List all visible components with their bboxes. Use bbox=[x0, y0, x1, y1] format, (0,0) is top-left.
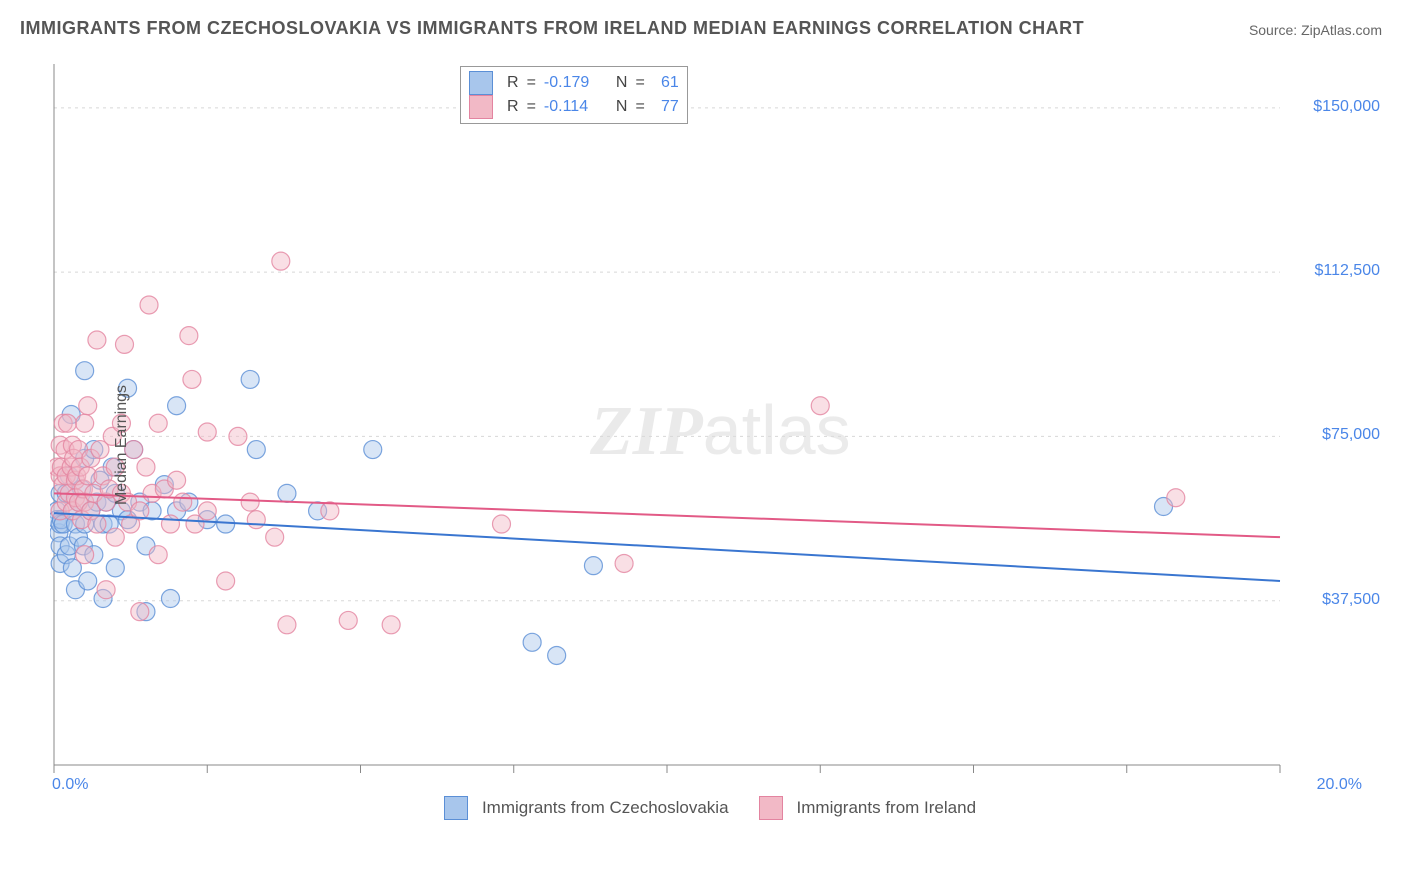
stats-R-value-0: -0.179 bbox=[544, 74, 608, 92]
x-tick-left: 0.0% bbox=[52, 776, 88, 794]
swatch-series-0-icon bbox=[444, 796, 468, 820]
chart-title: IMMIGRANTS FROM CZECHOSLOVAKIA VS IMMIGR… bbox=[20, 18, 1084, 39]
x-tick-right: 20.0% bbox=[1317, 776, 1362, 794]
legend-item-1: Immigrants from Ireland bbox=[759, 796, 977, 820]
source-attribution: Source: ZipAtlas.com bbox=[1249, 22, 1382, 38]
y-tick-label: $112,500 bbox=[1314, 262, 1380, 280]
stats-R-label: R bbox=[507, 74, 519, 92]
y-tick-label: $75,000 bbox=[1322, 426, 1380, 444]
stats-R-label: R bbox=[507, 98, 519, 116]
y-axis-label: Median Earnings bbox=[113, 385, 131, 505]
stats-eq: = bbox=[635, 74, 644, 92]
series-legend: Immigrants from Czechoslovakia Immigrant… bbox=[50, 796, 1370, 820]
legend-label-1: Immigrants from Ireland bbox=[797, 798, 977, 818]
stats-row-0: R = -0.179 N = 61 bbox=[469, 71, 679, 95]
swatch-series-1 bbox=[469, 95, 493, 119]
stats-eq: = bbox=[527, 98, 536, 116]
chart-area: Median Earnings ZIPatlas R = -0.179 N = … bbox=[50, 60, 1370, 830]
y-tick-label: $150,000 bbox=[1313, 98, 1380, 116]
swatch-series-0 bbox=[469, 71, 493, 95]
stats-N-value-1: 77 bbox=[653, 98, 679, 116]
stats-legend: R = -0.179 N = 61 R = -0.114 N = 77 bbox=[460, 66, 688, 124]
stats-row-1: R = -0.114 N = 77 bbox=[469, 95, 679, 119]
legend-item-0: Immigrants from Czechoslovakia bbox=[444, 796, 729, 820]
stats-eq: = bbox=[635, 98, 644, 116]
scatter-plot-svg bbox=[50, 60, 1350, 805]
y-tick-label: $37,500 bbox=[1322, 591, 1380, 609]
stats-eq: = bbox=[527, 74, 536, 92]
stats-N-label: N bbox=[616, 74, 628, 92]
legend-label-0: Immigrants from Czechoslovakia bbox=[482, 798, 729, 818]
stats-N-label: N bbox=[616, 98, 628, 116]
stats-R-value-1: -0.114 bbox=[544, 98, 608, 116]
swatch-series-1-icon bbox=[759, 796, 783, 820]
stats-N-value-0: 61 bbox=[653, 74, 679, 92]
